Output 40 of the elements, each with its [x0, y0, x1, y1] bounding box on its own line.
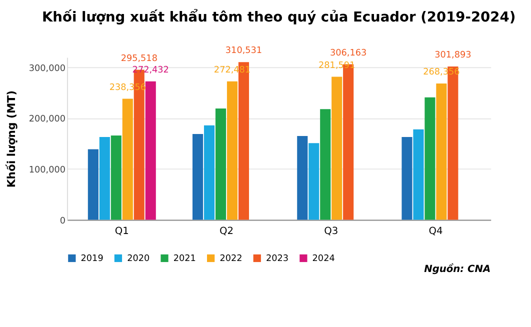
data-label: 301,893	[434, 50, 472, 61]
bar	[122, 98, 133, 220]
y-axis-title: Khối lượng (MT)	[5, 90, 18, 188]
x-tick-label: Q3	[324, 226, 338, 238]
legend-label: 2024	[312, 254, 336, 264]
x-tick-label: Q2	[219, 226, 234, 238]
bar	[320, 109, 331, 220]
data-label: 295,518	[120, 54, 158, 64]
bar	[88, 149, 98, 220]
bar	[204, 125, 215, 220]
text: Nguồn: CNA	[424, 263, 491, 276]
bar	[215, 108, 226, 220]
x-tick-label: Q1	[114, 226, 129, 238]
legend-label: 2022	[220, 254, 242, 264]
data-label: 310,531	[225, 46, 262, 56]
data-label: 272,432	[132, 66, 169, 76]
bar	[436, 83, 447, 220]
y-tick-label: 100,000	[28, 165, 66, 176]
data-label: 306,163	[330, 48, 367, 58]
bar	[145, 81, 156, 220]
bar	[99, 137, 110, 220]
bar	[402, 137, 412, 220]
bar	[226, 81, 238, 220]
bar	[332, 76, 342, 220]
legend-label: 2023	[266, 254, 289, 264]
bar	[308, 143, 320, 220]
x-tick-label: Q4	[428, 226, 443, 238]
bar	[424, 97, 436, 220]
bar	[192, 134, 204, 220]
legend-label: 2021	[173, 254, 196, 264]
y-tick-label: 300,000	[28, 64, 66, 74]
bar	[110, 135, 122, 220]
legend-label: 2020	[127, 254, 150, 264]
bar	[297, 136, 308, 220]
legend-label: 2019	[80, 254, 104, 264]
y-tick-label: 200,000	[28, 114, 66, 125]
bar	[413, 129, 424, 220]
y-tick-label: 0	[60, 216, 66, 226]
chart-title: Khối lượng xuất khẩu tôm theo quý của Ecuador (2019-2024)	[42, 8, 516, 26]
data-label: 281,591	[318, 60, 356, 71]
